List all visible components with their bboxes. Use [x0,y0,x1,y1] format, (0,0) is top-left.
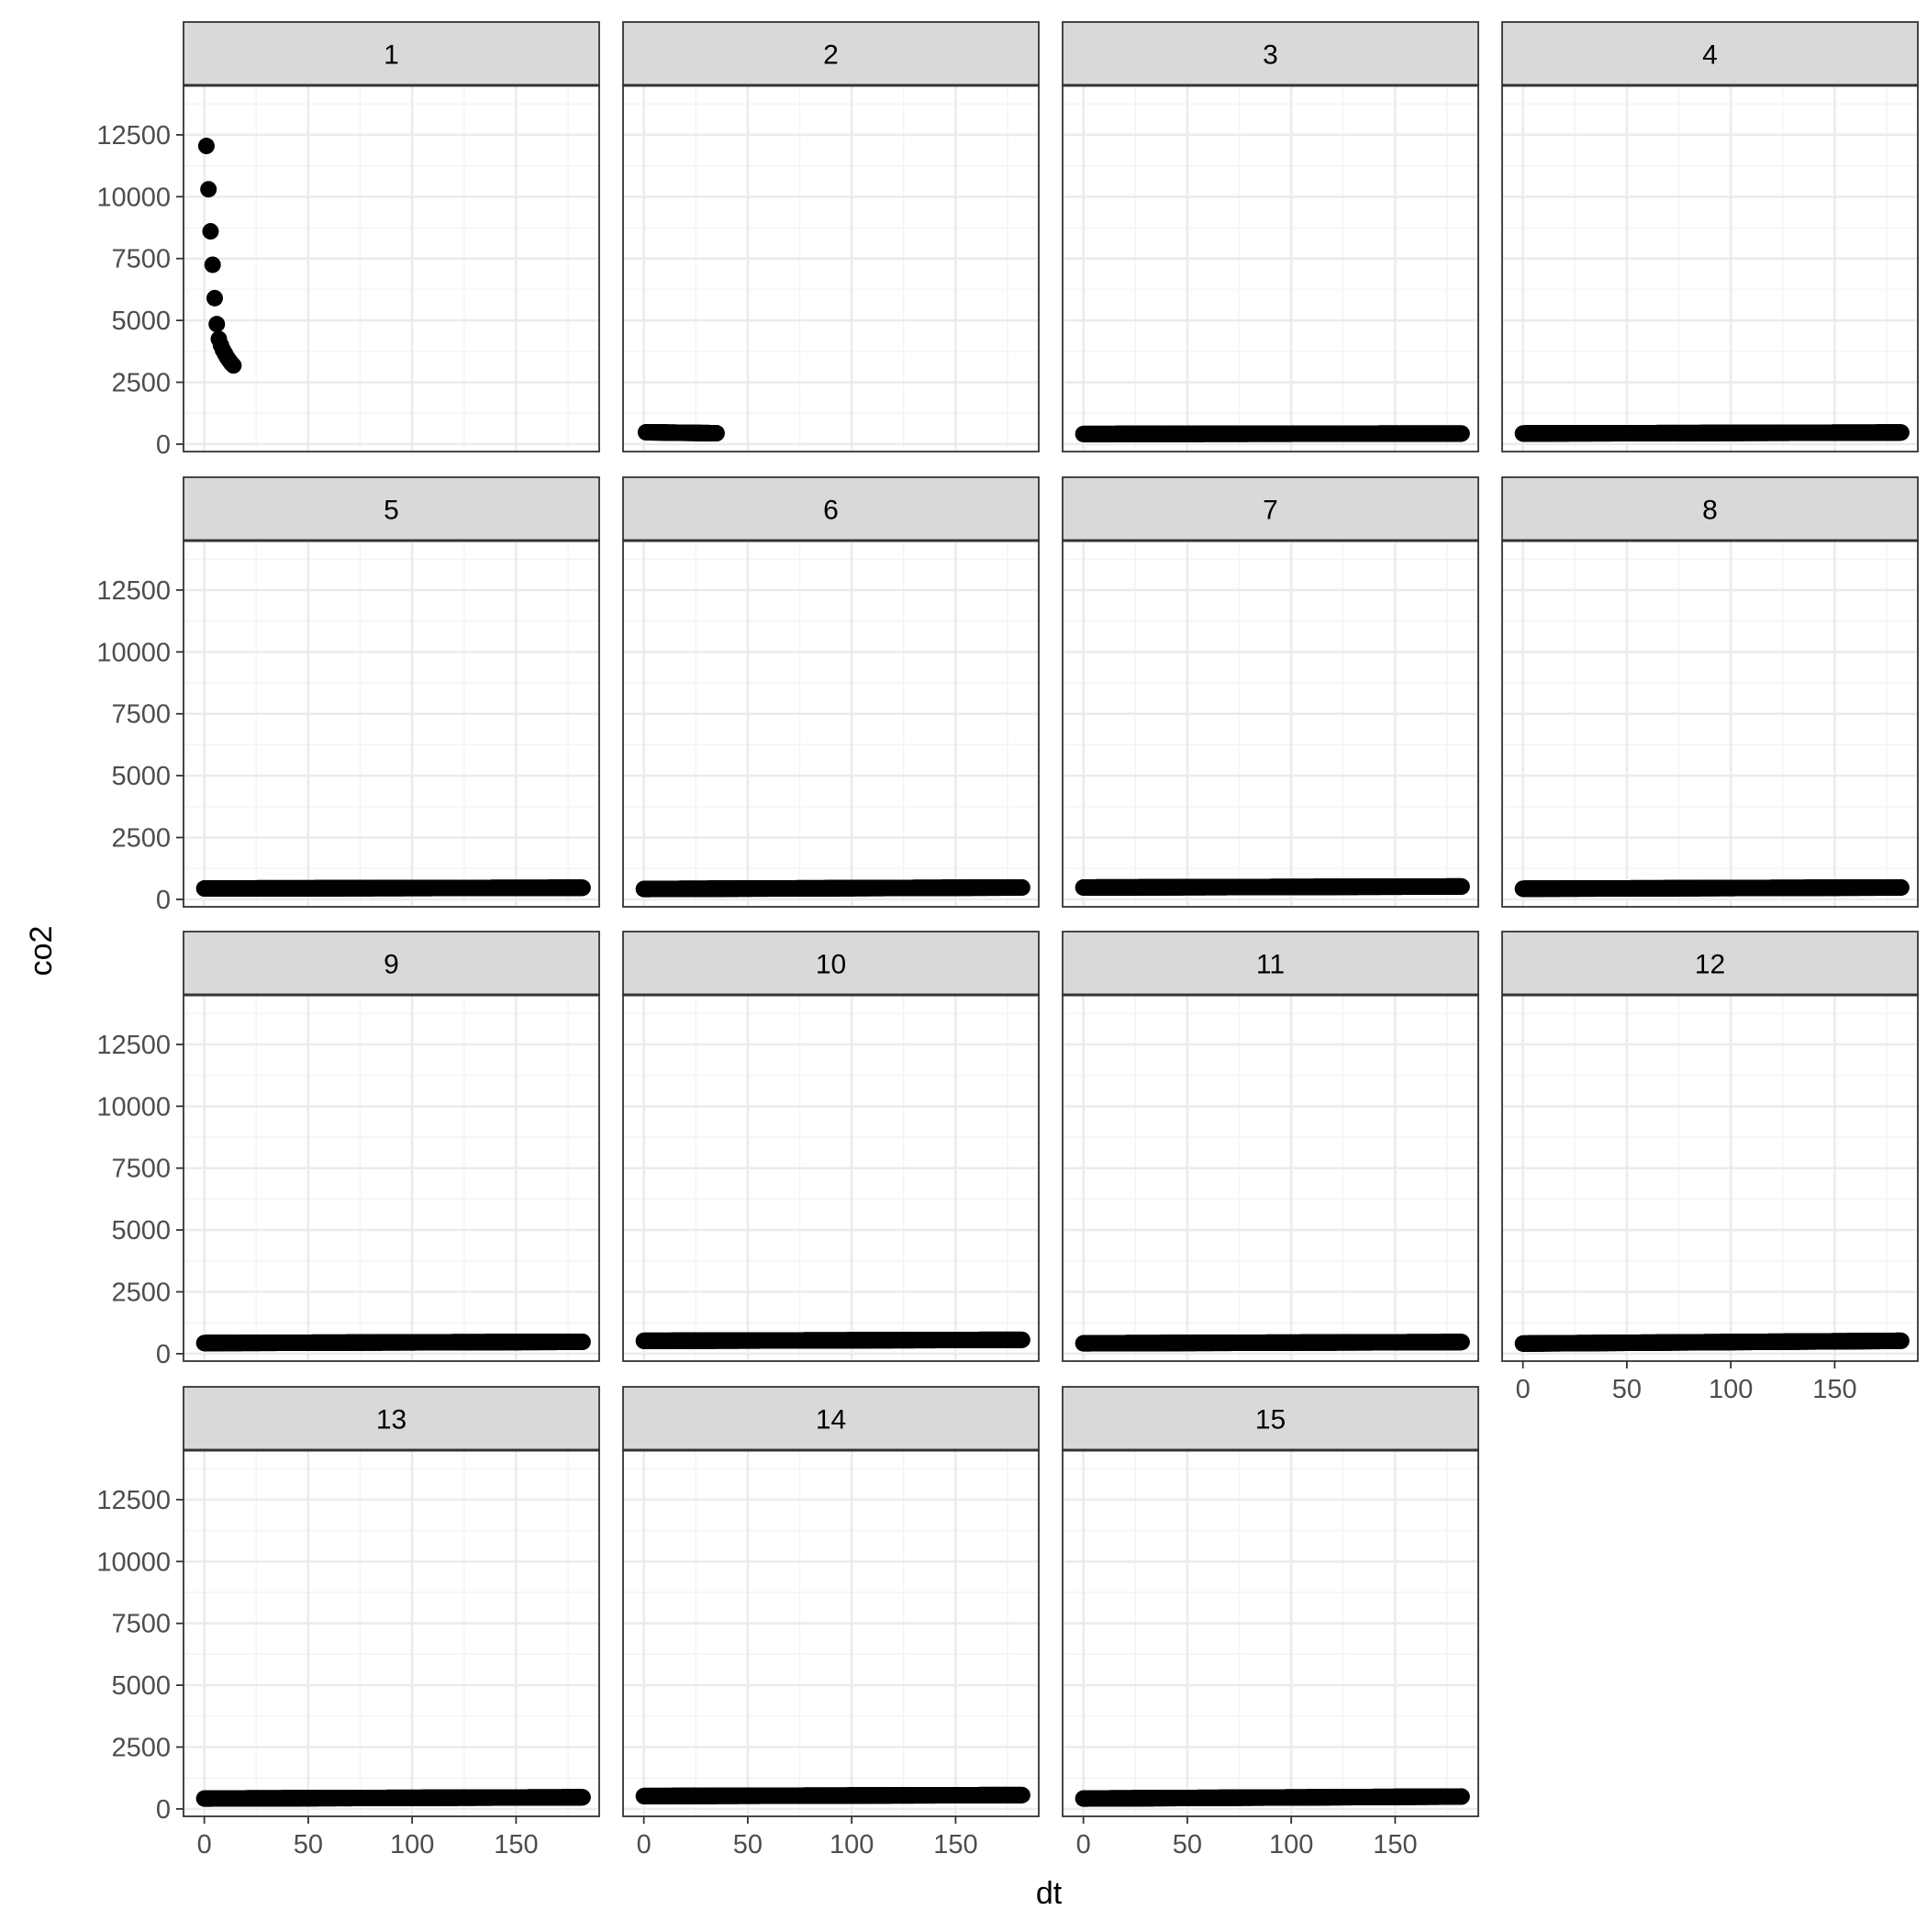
y-tick-label: 12500 [96,121,171,151]
facet-strip-label: 7 [1263,496,1278,526]
facet-strip-label: 4 [1702,40,1718,71]
panel-background [184,85,599,452]
facet-strip-label: 1 [384,40,399,71]
panel-background [1502,85,1918,452]
data-point [1893,879,1910,896]
facet-panel-8: 8 [1502,477,1918,907]
panel-background [623,541,1039,907]
panel-background [1502,541,1918,907]
y-tick-label: 5000 [111,762,171,791]
data-point [198,138,215,154]
facet-panel-4: 4 [1502,22,1918,452]
facet-strip-label: 8 [1702,496,1718,526]
data-point [202,223,218,240]
y-tick-label: 2500 [111,824,171,854]
data-point [206,290,223,307]
panel-background [623,85,1039,452]
y-tick-label: 10000 [96,638,171,667]
data-point [708,425,725,441]
data-point [225,357,241,374]
data-point [1893,424,1910,441]
facet-panel-3: 3 [1063,22,1478,452]
facet-strip-label: 2 [823,40,839,71]
y-tick-label: 10000 [96,183,171,212]
y-tick-label: 0 [156,430,171,460]
y-tick-label: 5000 [111,307,171,336]
panel-background [184,995,599,1361]
data-point [200,181,217,197]
panel-background [184,541,599,907]
facet-panel-6: 6 [623,477,1039,907]
y-tick-label: 12500 [96,576,171,606]
panels-layer: 1 0 2500 5000 7500 10000 12500 2 3 4 5 0 2500 5000 750… [96,22,1918,1859]
data-point [1454,425,1470,441]
facet-panel-1: 1 0 2500 5000 7500 10000 12500 [96,22,599,460]
facet-strip-label: 5 [384,496,399,526]
facet-panel-2: 2 [623,22,1039,452]
y-tick-label: 7500 [111,700,171,730]
panel-background [1063,541,1478,907]
facet-strip-label: 6 [823,496,839,526]
facet-panel-5: 5 0 2500 5000 7500 10000 12500 [96,477,599,915]
facet-strip-label: 3 [1263,40,1278,71]
y-tick-label: 2500 [111,369,171,398]
facet-panel-7: 7 [1063,477,1478,907]
panel-background [1063,85,1478,452]
data-point [1014,879,1030,896]
y-tick-label: 0 [156,886,171,915]
data-point [574,879,591,896]
data-point [1454,878,1470,895]
data-point [208,316,225,332]
y-tick-label: 7500 [111,245,171,274]
data-point [205,256,221,273]
